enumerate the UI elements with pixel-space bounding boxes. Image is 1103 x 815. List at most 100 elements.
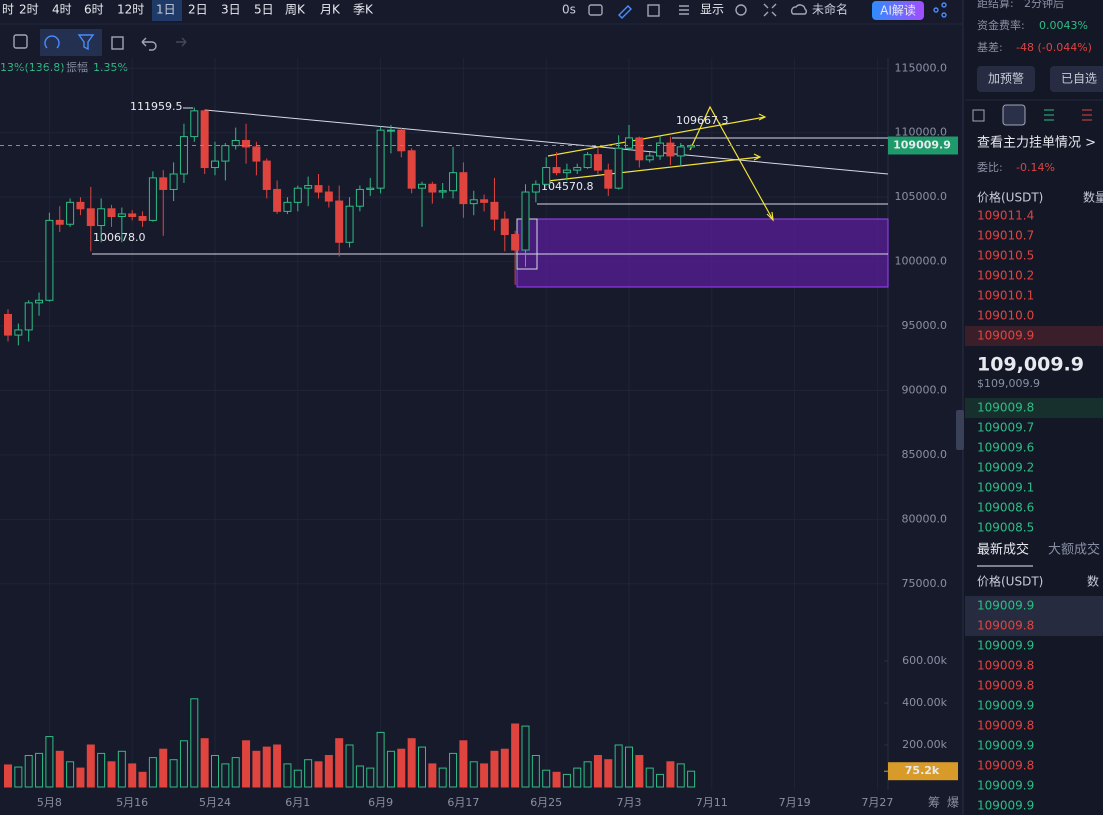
interval-tab[interactable]: 4时: [52, 3, 72, 17]
ai-button[interactable]: [872, 1, 924, 20]
amplitude-label: 振幅: [66, 60, 88, 74]
candle-body: [14, 329, 23, 336]
ask-price: 109009.9: [977, 329, 1034, 343]
candle-body: [304, 185, 313, 189]
x-tick-label: 6月9: [368, 796, 393, 809]
candle-body: [283, 201, 292, 212]
active-interval-bg: [152, 0, 182, 21]
settle-value: 2分钟后: [1024, 0, 1064, 10]
candle-body: [252, 146, 261, 162]
candle-body: [656, 142, 665, 157]
candle-body: [4, 313, 12, 336]
candle-body: [386, 129, 395, 132]
bid-price: 109009.8: [977, 401, 1034, 415]
change: 13%(136.8): [0, 61, 65, 74]
volume-bar: [490, 750, 499, 788]
side-tab[interactable]: 筹: [928, 796, 940, 810]
icon[interactable]: [647, 4, 660, 17]
x-tick-label: 7月27: [861, 796, 893, 809]
icon[interactable]: [44, 35, 60, 49]
icon[interactable]: [933, 7, 939, 13]
interval-tab[interactable]: 6时: [84, 3, 104, 17]
interval-tab[interactable]: 季K: [353, 3, 374, 17]
volume-bar: [376, 731, 385, 788]
layout-name[interactable]: 未命名: [812, 2, 848, 17]
candle-body: [376, 129, 385, 189]
candle-body: [128, 213, 137, 218]
funding: 0.0043%: [1039, 19, 1088, 32]
candle-body: [583, 154, 592, 169]
icon[interactable]: [763, 3, 777, 17]
large-tab[interactable]: 大额成交: [1048, 542, 1100, 558]
x-tick-label: 7月3: [617, 796, 642, 809]
icon[interactable]: [941, 2, 947, 8]
bid-price: 109009.1: [977, 481, 1034, 495]
watch-button-bg[interactable]: [1050, 66, 1103, 92]
yellow-drawings: [547, 105, 774, 222]
icon[interactable]: [141, 37, 157, 51]
volume-bar: [138, 771, 147, 788]
volume-tick-label: 400.00k: [902, 696, 947, 709]
icon[interactable]: [77, 34, 95, 51]
candle-body: [469, 199, 478, 205]
funding-label: 资金费率:: [977, 18, 1025, 32]
x-tick-label: 6月25: [530, 796, 562, 809]
icon[interactable]: [941, 12, 947, 18]
interval-tab[interactable]: 月K: [320, 3, 341, 17]
alert-button[interactable]: 加预警: [988, 71, 1024, 86]
volume-bar: [14, 766, 23, 788]
alert-button-bg[interactable]: [977, 66, 1035, 92]
x-tick-label: 5月8: [37, 796, 62, 809]
icon[interactable]: [972, 109, 985, 122]
volume-bar: [573, 767, 582, 788]
candle-body: [231, 139, 240, 147]
last-price-label: 109009.9: [893, 139, 951, 152]
icon[interactable]: [679, 5, 689, 15]
interval-tab[interactable]: 2时: [19, 3, 39, 17]
ai-button-label[interactable]: AI解读: [880, 4, 916, 18]
candle-body: [242, 139, 251, 148]
volume-bar: [283, 763, 292, 788]
icon[interactable]: [735, 4, 747, 16]
trade-price: 109009.9: [977, 599, 1034, 613]
side-tab[interactable]: 爆: [947, 796, 959, 810]
icon[interactable]: [1044, 109, 1054, 121]
mid-price: 109,009.9: [977, 354, 1084, 376]
watch-button[interactable]: 已自选: [1061, 72, 1097, 86]
bid-price: 109008.6: [977, 501, 1034, 515]
icon[interactable]: [790, 4, 807, 15]
y-tick-label: 105000.0: [895, 190, 948, 203]
icon[interactable]: [176, 37, 187, 47]
interval-tab[interactable]: 2日: [188, 3, 208, 17]
big-orders-link[interactable]: 查看主力挂单情况 >: [977, 135, 1096, 151]
display-menu[interactable]: 显示: [700, 3, 724, 17]
trade-price: 109009.9: [977, 779, 1034, 793]
candle-body: [335, 200, 344, 243]
interval-tab[interactable]: 3日: [221, 3, 241, 17]
volume-bar: [676, 763, 685, 788]
interval-tab[interactable]: 时: [2, 3, 14, 17]
y-tick-label: 90000.0: [902, 383, 948, 396]
interval-tab[interactable]: 12时: [117, 3, 144, 17]
icon[interactable]: [111, 36, 124, 50]
trades-tab[interactable]: 最新成交: [977, 542, 1029, 558]
channel: [547, 105, 774, 221]
x-tick-label: 7月11: [696, 796, 728, 809]
candle-body: [397, 129, 406, 152]
interval-tab[interactable]: 1日: [156, 3, 176, 17]
volume-bar: [55, 750, 64, 788]
icon[interactable]: [13, 34, 28, 49]
candle-body: [511, 234, 520, 251]
icon[interactable]: [1082, 109, 1092, 121]
collapse-handle[interactable]: [956, 410, 964, 450]
icon[interactable]: [588, 4, 603, 16]
ratio-label: 委比:: [977, 161, 1003, 174]
interval-tab[interactable]: 5日: [254, 3, 274, 17]
candle-body: [355, 188, 364, 207]
volume-bar: [511, 723, 520, 788]
icon[interactable]: [1002, 104, 1026, 126]
volume-bar: [252, 750, 261, 788]
icon[interactable]: [618, 5, 632, 19]
interval-tab[interactable]: 周K: [285, 3, 306, 17]
